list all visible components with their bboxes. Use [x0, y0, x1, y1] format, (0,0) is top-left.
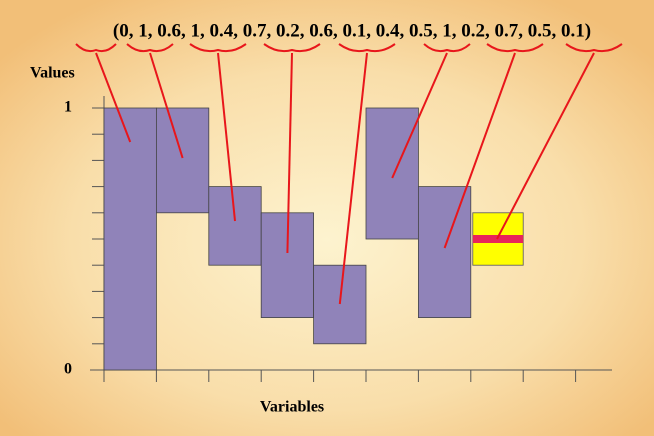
connector — [496, 52, 595, 240]
brace — [75, 43, 117, 53]
tuple-label: (0, 1, 0.6, 1, 0.4, 0.7, 0.2, 0.6, 0.1, … — [113, 20, 591, 41]
connector — [338, 52, 368, 305]
brace — [565, 43, 623, 53]
interval-bar — [417, 186, 472, 319]
connector — [95, 52, 132, 143]
interval-bar — [103, 107, 157, 371]
brace — [263, 43, 321, 53]
interval-bar — [313, 264, 367, 345]
x-axis-label: Variables — [260, 399, 324, 416]
interval-bar — [155, 107, 210, 214]
y-tick-label: 0 — [64, 361, 72, 378]
connector — [217, 52, 236, 222]
connector — [443, 52, 516, 249]
interval-bar — [365, 107, 419, 240]
connector — [391, 52, 448, 179]
connector — [286, 52, 293, 254]
brace — [423, 43, 471, 53]
brace — [338, 43, 396, 53]
brace — [126, 43, 174, 53]
brace — [486, 43, 544, 53]
y-axis-label: Values — [30, 65, 75, 82]
interval-bar — [208, 186, 262, 266]
y-tick-label: 1 — [64, 99, 72, 116]
connector — [149, 52, 184, 159]
brace — [189, 43, 247, 53]
